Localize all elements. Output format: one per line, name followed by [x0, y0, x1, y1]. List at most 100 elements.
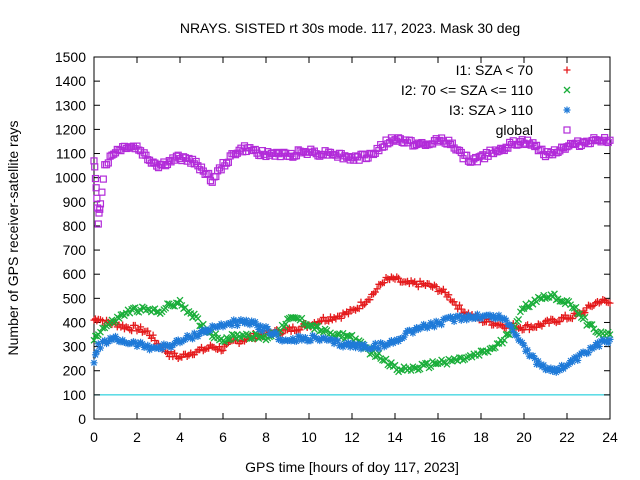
data-point: [391, 361, 399, 369]
data-point: [319, 334, 327, 342]
data-point: [366, 296, 374, 304]
data-point: [284, 315, 291, 323]
data-point: [534, 357, 542, 365]
data-point: [149, 331, 157, 339]
y-tick-label: 1200: [55, 121, 86, 137]
data-point: [101, 336, 109, 344]
data-point: [463, 316, 471, 324]
data-point: [373, 285, 381, 293]
data-point: [405, 326, 413, 334]
data-point: [502, 316, 510, 324]
data-point: [292, 327, 300, 335]
data-point: [172, 299, 180, 307]
data-point: [296, 326, 304, 334]
data-point: [432, 360, 440, 368]
data-point: [194, 332, 202, 340]
legend: I1: SZA < 70 I2: 70 <= SZA <= 110 I3: SZA …: [401, 62, 571, 138]
chart-title: NRAYS. SISTED rt 30s mode. 117, 2023. Ma…: [180, 20, 520, 36]
data-point: [251, 318, 259, 326]
data-point: [375, 345, 383, 353]
data-point: [222, 159, 231, 167]
data-point: [581, 313, 589, 321]
data-point: [228, 321, 236, 329]
data-point: [493, 314, 501, 322]
data-point: [344, 310, 352, 318]
data-point: [411, 364, 419, 372]
data-point: [350, 341, 358, 349]
data-point: [561, 300, 569, 308]
data-point: [246, 321, 254, 329]
data-point: [457, 305, 465, 313]
data-point: [223, 320, 231, 328]
data-point: [91, 351, 99, 359]
data-point: [244, 320, 252, 328]
data-point: [601, 338, 609, 346]
data-point: [352, 335, 360, 343]
data-point: [604, 138, 612, 147]
data-point: [339, 329, 347, 337]
data-point: [257, 322, 265, 330]
data-point: [533, 360, 541, 368]
data-point: [94, 340, 102, 348]
data-point: [144, 327, 152, 335]
data-point: [90, 359, 98, 367]
data-point: [454, 313, 462, 321]
data-point: [456, 354, 463, 362]
y-tick-label: 600: [63, 266, 87, 282]
data-point: [382, 355, 390, 363]
data-point: [395, 337, 403, 345]
data-point: [366, 345, 374, 353]
data-point: [552, 368, 560, 376]
data-point: [409, 329, 417, 337]
data-point: [418, 324, 426, 332]
data-point: [556, 318, 564, 326]
data-point: [181, 335, 189, 343]
x-tick-label: 8: [262, 429, 270, 445]
y-tick-label: 300: [63, 339, 87, 355]
data-point: [99, 324, 107, 332]
data-point: [402, 278, 410, 286]
data-point: [197, 163, 206, 171]
data-point: [445, 291, 453, 299]
data-point: [208, 322, 216, 330]
data-point: [253, 321, 261, 329]
data-point: [126, 309, 134, 317]
series-2: [90, 310, 614, 376]
data-point: [475, 351, 483, 359]
data-point: [387, 336, 395, 344]
data-point: [98, 188, 106, 196]
data-point: [95, 209, 103, 217]
data-point: [334, 337, 342, 345]
data-point: [282, 320, 290, 328]
data-point: [339, 343, 347, 351]
data-point: [330, 340, 338, 348]
data-point: [91, 163, 99, 171]
data-point: [547, 364, 555, 372]
data-point: [606, 299, 614, 307]
data-point: [133, 342, 141, 350]
legend-label: I3: SZA > 110: [449, 102, 533, 118]
data-point: [102, 161, 111, 169]
data-point: [540, 361, 548, 369]
series-3: [90, 134, 614, 228]
data-point: [457, 316, 465, 324]
data-point: [581, 309, 589, 317]
data-point: [361, 341, 369, 349]
data-point: [131, 321, 139, 329]
data-point: [529, 300, 537, 308]
data-point: [99, 338, 107, 346]
data-point: [565, 360, 573, 368]
data-point: [572, 353, 580, 361]
data-point: [425, 322, 433, 330]
data-point: [192, 157, 200, 166]
data-point: [473, 310, 481, 318]
data-point: [568, 358, 576, 366]
data-point: [590, 344, 598, 352]
data-point: [260, 324, 268, 332]
data-point: [292, 314, 300, 322]
data-point: [298, 314, 306, 322]
data-point: [131, 338, 139, 346]
legend-label: I1: SZA < 70: [456, 62, 534, 78]
legend-marker: [563, 86, 571, 94]
data-point: [468, 353, 476, 361]
